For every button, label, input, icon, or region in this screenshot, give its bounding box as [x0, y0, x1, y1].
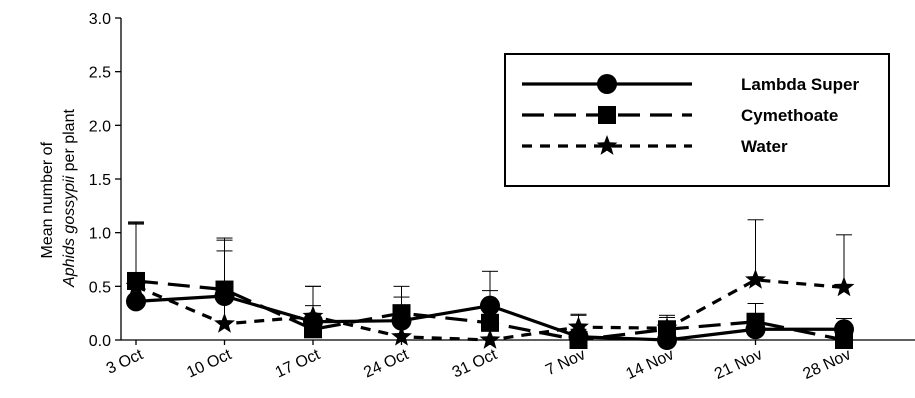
x-tick-label: 31 Oct [450, 346, 500, 382]
y-axis-label-line1: Mean number of [39, 141, 56, 258]
y-axis-label-species: Aphids gossypii [61, 175, 78, 288]
data-point-water [479, 329, 501, 349]
x-tick-label: 10 Oct [184, 346, 234, 382]
series-layer [125, 219, 855, 350]
x-tick-labels: 3 Oct 10 Oct 17 Oct 24 Oct 31 Oct 7 Nov 14 Nov… [104, 346, 854, 383]
legend-marker-cymethoate [598, 106, 616, 124]
y-tick-label: 0.5 [89, 279, 111, 296]
data-point-cymethoate [481, 313, 499, 332]
legend-marker-water [596, 135, 618, 155]
data-point-cymethoate [392, 304, 411, 323]
data-point-water [568, 316, 589, 337]
x-tick-label: 28 Nov [801, 346, 854, 383]
x-tick-label: 17 Oct [273, 346, 323, 382]
y-tick-label: 2.0 [89, 118, 111, 135]
y-axis-label: Mean number of Aphids gossypii per plant [39, 109, 78, 288]
legend-box [504, 53, 890, 187]
data-point-water [656, 317, 678, 338]
data-point-water [125, 275, 147, 296]
x-tick-label: 7 Nov [543, 346, 588, 379]
legend-label-cymethoate: Cymethoate [741, 106, 838, 125]
y-tick-label: 0.0 [89, 333, 111, 350]
data-point-lambda-super [126, 291, 146, 312]
legend-marker-lambda-super [597, 74, 617, 94]
y-tick-label: 1.5 [89, 172, 111, 189]
data-point-water [745, 268, 766, 289]
data-point-cymethoate [569, 331, 588, 349]
y-tick-label: 3.0 [89, 11, 111, 28]
data-point-water [833, 276, 855, 297]
y-axis-label-suffix: per plant [61, 109, 78, 176]
x-tick-label: 24 Oct [361, 346, 411, 382]
legend-label-lambda-super: Lambda Super [741, 75, 859, 94]
y-tick-labels: 0.0 0.5 1.0 1.5 2.0 2.5 3.0 [89, 11, 111, 350]
data-point-cymethoate [746, 312, 765, 331]
data-point-cymethoate [304, 320, 322, 339]
series-water [125, 219, 855, 349]
legend-label-water: Water [741, 137, 788, 156]
data-point-water [214, 312, 235, 333]
y-axis-label-line2: Aphids gossypii per plant [61, 109, 78, 288]
data-point-water [302, 305, 324, 326]
data-point-cymethoate [835, 331, 853, 349]
x-tick-label: 14 Nov [624, 346, 677, 383]
x-tick-label: 3 Oct [104, 346, 146, 378]
data-point-water [391, 325, 412, 346]
y-tick-label: 1.0 [89, 226, 111, 243]
x-tick-label: 21 Nov [712, 346, 765, 383]
legend: Lambda Super Cymethoate Water [504, 53, 890, 187]
y-tick-label: 2.5 [89, 65, 111, 82]
